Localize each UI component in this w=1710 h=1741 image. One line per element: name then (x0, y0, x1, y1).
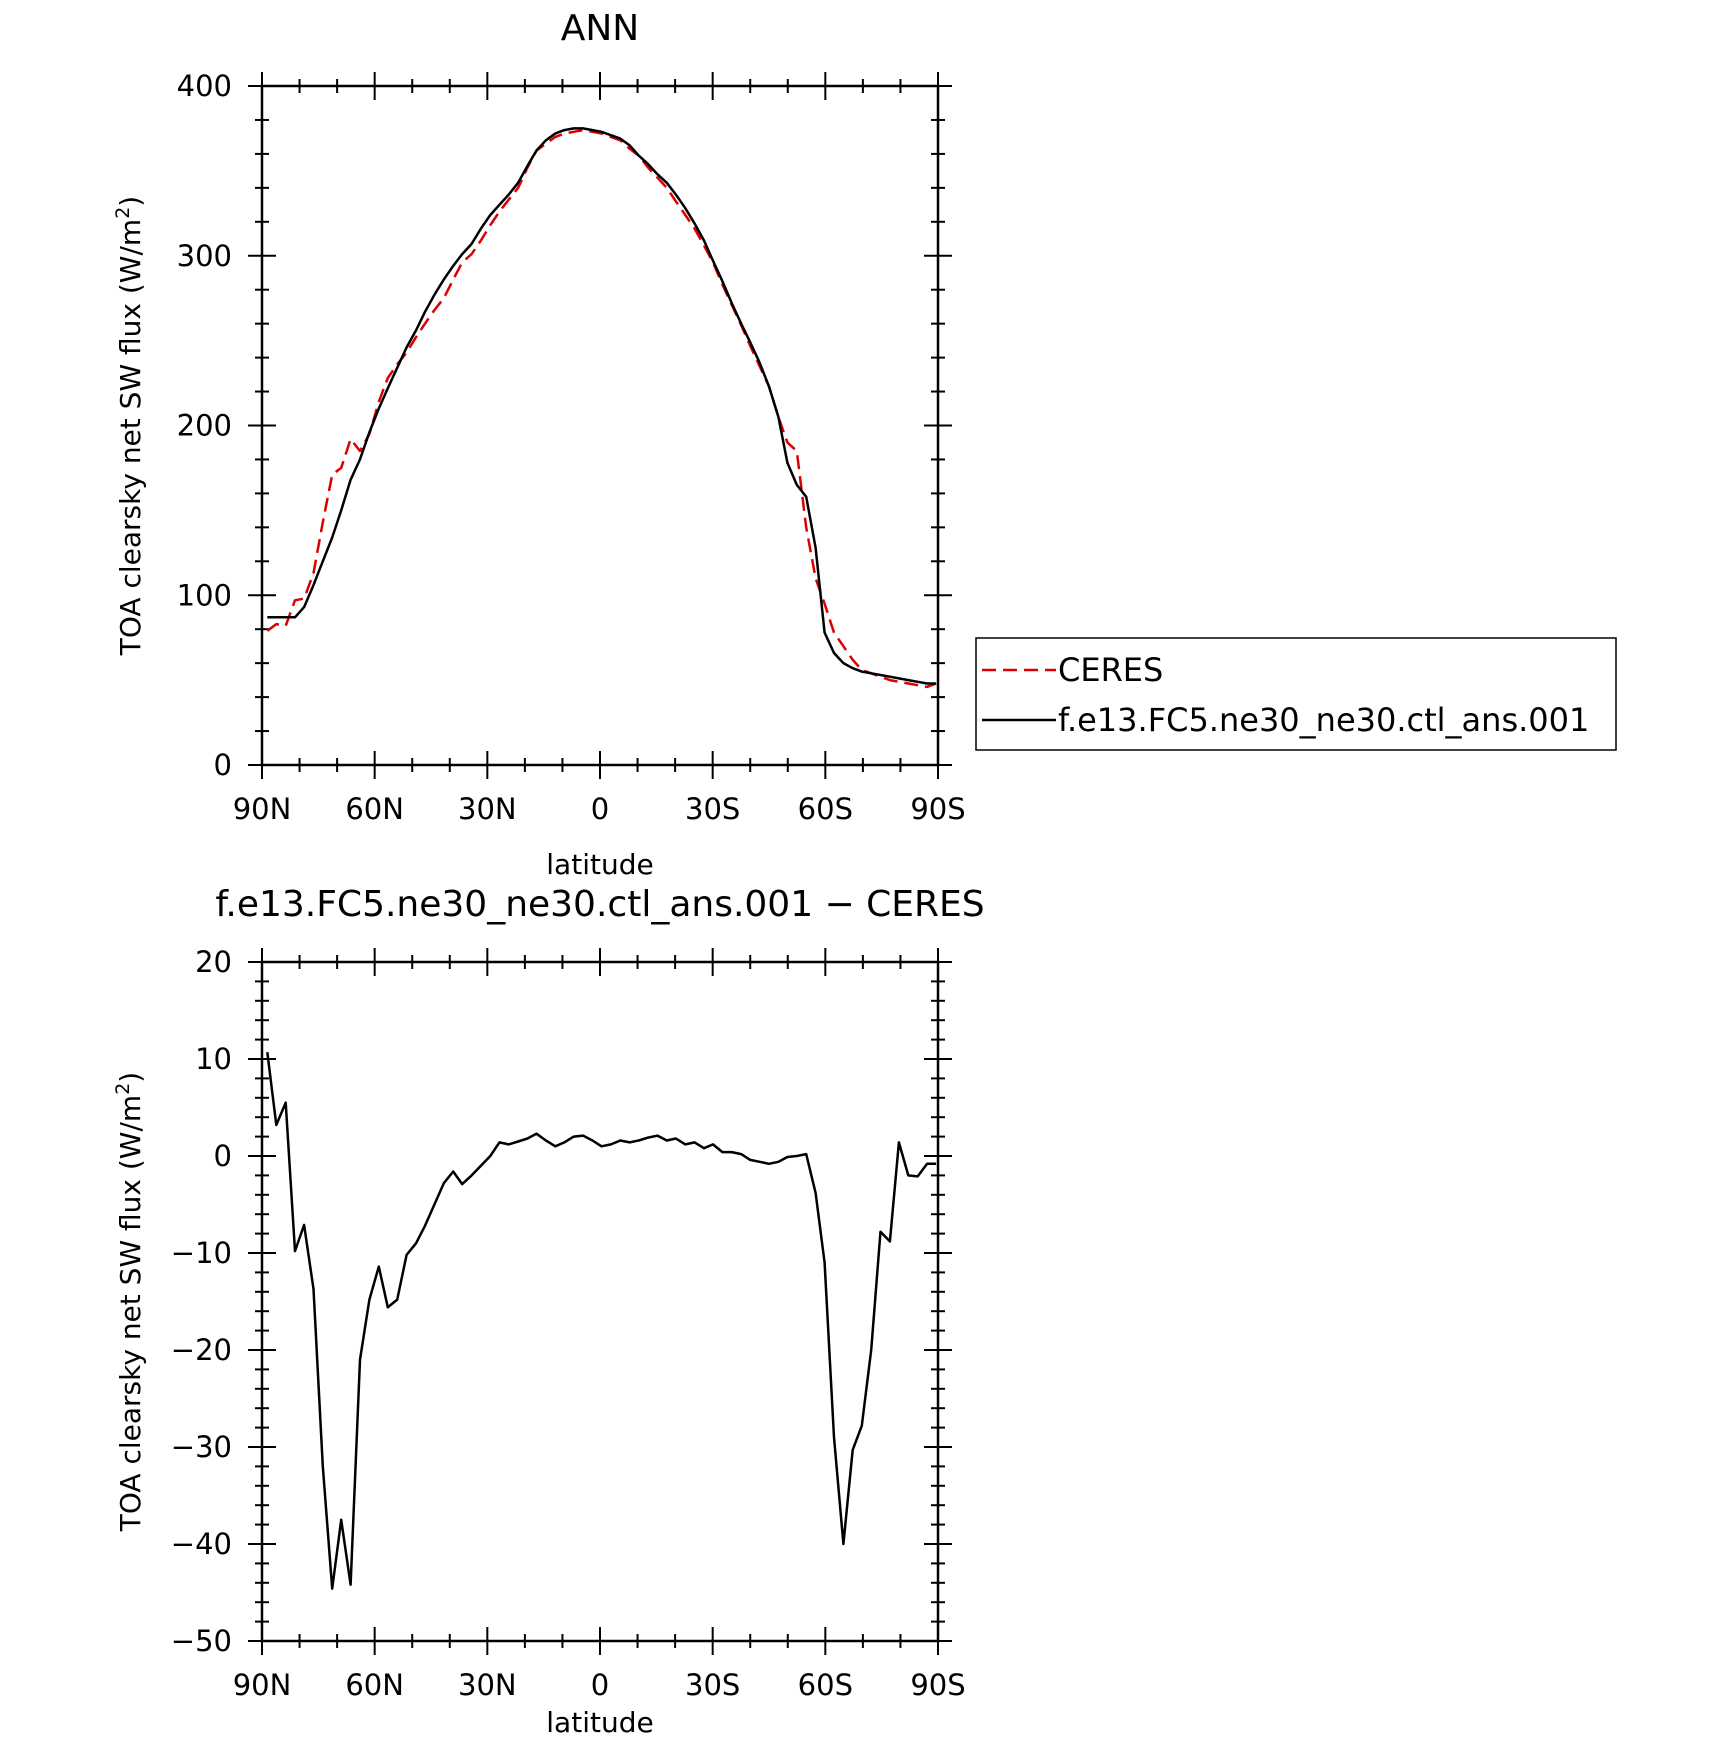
y-tick-label: −20 (171, 1333, 232, 1367)
y-tick-label: 200 (177, 409, 232, 443)
y-tick-label: 300 (177, 239, 232, 273)
bottom-panel-y-axis-title: TOA clearsky net SW flux (W/m2) (112, 1072, 147, 1532)
x-tick-label: 60N (345, 1668, 404, 1702)
legend-box (975, 637, 1617, 751)
top-panel: ANN latitude TOA clearsky net SW flux (W… (112, 8, 966, 881)
x-tick-label: 0 (591, 792, 609, 826)
bottom-panel-y-axis-title-tail: ) (114, 1072, 147, 1083)
series-line-f-e13-fc5-ne30-ne30-ctl-ans-001 (267, 127, 937, 685)
bottom-panel-title: f.e13.FC5.ne30_ne30.ctl_ans.001 − CERES (215, 884, 984, 925)
y-tick-label: 400 (177, 69, 232, 103)
legend: CERES f.e13.FC5.ne30_ne30.ctl_ans.001 (975, 637, 1617, 751)
top-panel-y-axis-title-tail: ) (114, 196, 147, 207)
top-panel-y-axis-title-main: TOA clearsky net SW flux (W/m (114, 219, 147, 656)
bottom-panel-y-axis-title-main: TOA clearsky net SW flux (W/m (114, 1095, 147, 1532)
bottom-panel-x-axis-title: latitude (546, 1706, 653, 1739)
x-tick-label: 60S (798, 792, 853, 826)
legend-label-ceres: CERES (1058, 651, 1163, 689)
bottom-panel-y-axis-title-superscript: 2 (112, 1083, 134, 1095)
x-tick-label: 90S (910, 1668, 965, 1702)
x-tick-label: 30S (685, 1668, 740, 1702)
top-panel-ticks: 90N 60N 30N 0 30S 60S 90S 0 100 200 300 400 (177, 69, 966, 826)
y-tick-label: −10 (171, 1236, 232, 1270)
top-panel-y-axis-title: TOA clearsky net SW flux (W/m2) (112, 196, 147, 656)
y-tick-label: 0 (214, 1139, 232, 1173)
x-tick-label: 30N (458, 792, 517, 826)
x-tick-label: 30S (685, 792, 740, 826)
top-panel-title: ANN (561, 8, 640, 49)
y-tick-label: 10 (195, 1042, 232, 1076)
bottom-panel-ticks: 90N 60N 30N 0 30S 60S 90S −50 −40 −30 −20 −10 0 10 20 (171, 945, 966, 1702)
top-panel-x-axis-title: latitude (546, 848, 653, 881)
y-tick-label: −40 (171, 1527, 232, 1561)
y-tick-label: 20 (195, 945, 232, 979)
y-tick-label: −30 (171, 1430, 232, 1464)
bottom-panel-frame (260, 960, 940, 1643)
y-tick-label: 0 (214, 748, 232, 782)
x-tick-label: 0 (591, 1668, 609, 1702)
x-tick-label: 90S (910, 792, 965, 826)
legend-label-model: f.e13.FC5.ne30_ne30.ctl_ans.001 (1058, 701, 1589, 739)
y-tick-label: 100 (177, 578, 232, 612)
x-tick-label: 90N (233, 792, 292, 826)
top-panel-y-axis-title-superscript: 2 (112, 207, 134, 219)
x-tick-label: 90N (233, 1668, 292, 1702)
x-tick-label: 60N (345, 792, 404, 826)
y-tick-label: −50 (171, 1624, 232, 1658)
x-tick-label: 60S (798, 1668, 853, 1702)
bottom-panel: f.e13.FC5.ne30_ne30.ctl_ans.001 − CERES … (112, 884, 985, 1739)
series-line-difference (266, 1052, 937, 1590)
x-tick-label: 30N (458, 1668, 517, 1702)
top-panel-frame (260, 84, 940, 767)
series-line-ceres (266, 128, 937, 689)
top-panel-series (266, 127, 937, 689)
bottom-panel-series (266, 1052, 937, 1590)
